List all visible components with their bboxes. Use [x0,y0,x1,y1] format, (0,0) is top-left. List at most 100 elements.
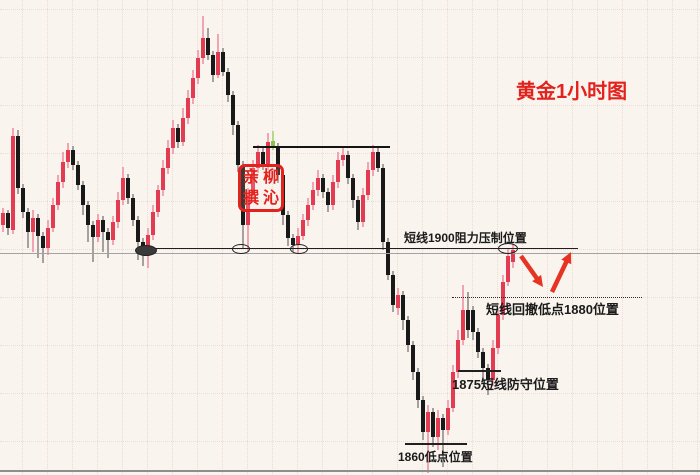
candle-body [311,190,315,205]
candle-body [16,136,20,188]
candle-body [496,315,500,348]
candle-body [51,205,55,228]
candle-wick [102,216,104,252]
candle-body [1,213,5,225]
grid-line [0,297,700,298]
candle-body [446,408,450,430]
candle-body [76,165,80,185]
resistance-1900-line [140,248,578,250]
candle-body [121,178,125,200]
candle-body [396,295,400,308]
grid-line [0,57,700,58]
grid-line [0,249,700,250]
candle-body [471,310,475,332]
candle-body [111,222,115,240]
grid-line [0,393,700,394]
candle-body [151,212,155,235]
grid-line [172,0,173,475]
author-seal: 亲 柳 撰 沁 [238,164,284,212]
grid-line [122,0,123,475]
candle-body [66,150,70,162]
candle-body [381,168,385,242]
candle-body [36,218,40,236]
candle-body [231,95,235,125]
candle-body [486,368,490,380]
candle-body [221,52,225,72]
candle-body [251,168,255,195]
grid-line [197,0,198,475]
candle-body [31,218,35,232]
circled-low-1 [135,245,157,256]
candle-body [96,220,100,237]
candle-body [506,256,510,282]
annotation-resistance-1900: 短线1900阻力压制位置 [404,231,527,245]
candle-body [451,372,455,408]
candle-wick [427,405,429,473]
candle-body [346,155,350,178]
annotation-defense-1875: 1875短线防守位置 [452,377,559,392]
candle-body [431,412,435,437]
grid-line [0,105,700,106]
seal-char: 沁 [262,189,279,207]
candle-body [316,178,320,190]
candle-body [331,182,335,205]
grid-line [522,0,523,475]
grid-line [272,0,273,475]
candle-body [456,340,460,372]
candle-body [461,310,465,340]
grid-line [447,0,448,475]
candle-body [351,178,355,200]
candle-body [476,332,480,352]
candle-body [21,188,25,212]
candle-body [366,170,370,195]
candle-body [321,178,325,192]
candle-wick [107,228,109,258]
candle-body [116,200,120,222]
grid-line [322,0,323,475]
grid-line [422,0,423,475]
candle-body [11,136,15,230]
grid-line [0,9,700,10]
candle-wick [442,414,444,467]
candle-body [511,250,515,262]
candle-body [411,345,415,372]
candle-body [171,128,175,148]
candle-body [186,98,190,118]
candle-body [436,418,440,437]
candle-body [466,310,470,330]
candle-body [236,125,240,165]
candle-body [376,152,380,168]
candle-body [156,190,160,212]
grid-line [397,0,398,475]
candle-wick [92,221,94,262]
candle-body [276,147,280,175]
candle-body [106,232,110,240]
candle-body [91,225,95,237]
circled-low-3 [290,244,308,254]
grid-line [0,345,700,346]
candle-body [191,78,195,98]
candle-body [131,198,135,220]
candle-body [261,152,265,165]
grid-line [372,0,373,475]
candle-body [211,55,215,75]
candle-body [286,215,290,238]
candle-body [406,320,410,345]
annotation-retrace-low-1880: 短线回撤低点1880位置 [486,302,619,317]
candle-body [301,220,305,236]
candle-body [6,213,10,228]
seal-char: 撰 [242,189,259,207]
double-top-line [253,145,390,148]
candle-body [201,38,205,58]
grid-line [0,201,700,202]
chart-title: 黄金1小时图 [516,81,628,103]
candle-body [386,242,390,275]
candle-body [86,205,90,225]
candle-body [241,165,245,225]
grid-line [0,441,700,442]
candle-body [336,160,340,182]
candle-body [216,52,220,75]
full-width-grey-line [0,252,700,254]
candle-body [491,348,495,380]
